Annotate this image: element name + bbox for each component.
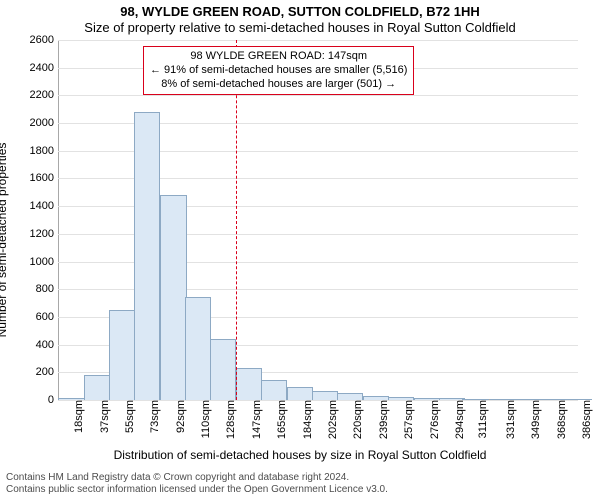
y-tick-label: 0: [48, 394, 58, 406]
x-tick-label: 184sqm: [299, 380, 314, 419]
y-tick-label: 800: [36, 283, 58, 295]
y-tick-label: 1800: [30, 145, 58, 157]
y-axis-line: [58, 40, 59, 400]
x-tick-label: 331sqm: [502, 380, 517, 419]
x-tick-label: 110sqm: [197, 381, 212, 419]
x-tick-label: 165sqm: [273, 380, 288, 419]
gridline: [58, 40, 578, 41]
y-tick-label: 1000: [30, 256, 58, 268]
x-tick-label: 55sqm: [121, 383, 136, 416]
y-axis-label: Number of semi-detached properties: [0, 45, 9, 240]
y-tick-label: 2200: [30, 89, 58, 101]
footer-line-1: Contains HM Land Registry data © Crown c…: [6, 472, 594, 484]
attribution-footer: Contains HM Land Registry data © Crown c…: [6, 472, 594, 496]
y-tick-label: 2000: [30, 117, 58, 129]
x-tick-label: 311sqm: [474, 381, 489, 419]
callout-line: ← 91% of semi-detached houses are smalle…: [150, 64, 407, 78]
x-tick-label: 220sqm: [349, 380, 364, 419]
y-tick-label: 200: [36, 366, 58, 378]
callout-box: 98 WYLDE GREEN ROAD: 147sqm← 91% of semi…: [143, 46, 414, 95]
histogram-bar: [160, 195, 187, 400]
x-tick-label: 386sqm: [578, 380, 593, 419]
footer-line-2: Contains public sector information licen…: [6, 484, 594, 496]
x-tick-label: 368sqm: [553, 380, 568, 419]
page-title-address: 98, WYLDE GREEN ROAD, SUTTON COLDFIELD, …: [0, 4, 600, 19]
x-tick-label: 147sqm: [248, 380, 263, 419]
page-subtitle: Size of property relative to semi-detach…: [0, 20, 600, 35]
y-tick-label: 400: [36, 339, 58, 351]
y-tick-label: 1600: [30, 172, 58, 184]
callout-line: 8% of semi-detached houses are larger (5…: [150, 78, 407, 92]
y-tick-label: 1200: [30, 228, 58, 240]
gridline: [58, 95, 578, 96]
x-tick-label: 349sqm: [527, 380, 542, 419]
x-tick-label: 202sqm: [324, 380, 339, 419]
callout-line: 98 WYLDE GREEN ROAD: 147sqm: [150, 50, 407, 64]
x-tick-label: 257sqm: [400, 380, 415, 419]
x-tick-label: 239sqm: [375, 380, 390, 419]
histogram-bar: [134, 112, 161, 400]
x-tick-label: 276sqm: [426, 380, 441, 419]
x-tick-label: 128sqm: [222, 380, 237, 419]
x-tick-label: 294sqm: [451, 380, 466, 419]
x-tick-label: 37sqm: [96, 383, 111, 416]
y-tick-label: 2400: [30, 62, 58, 74]
gridline: [58, 400, 578, 401]
y-tick-label: 2600: [30, 34, 58, 46]
histogram-plot: 0200400600800100012001400160018002000220…: [58, 40, 578, 400]
x-tick-label: 18sqm: [70, 383, 85, 416]
x-tick-label: 73sqm: [146, 383, 161, 416]
x-tick-label: 92sqm: [172, 383, 187, 416]
x-axis-title: Distribution of semi-detached houses by …: [0, 448, 600, 462]
y-tick-label: 600: [36, 311, 58, 323]
y-tick-label: 1400: [30, 200, 58, 212]
